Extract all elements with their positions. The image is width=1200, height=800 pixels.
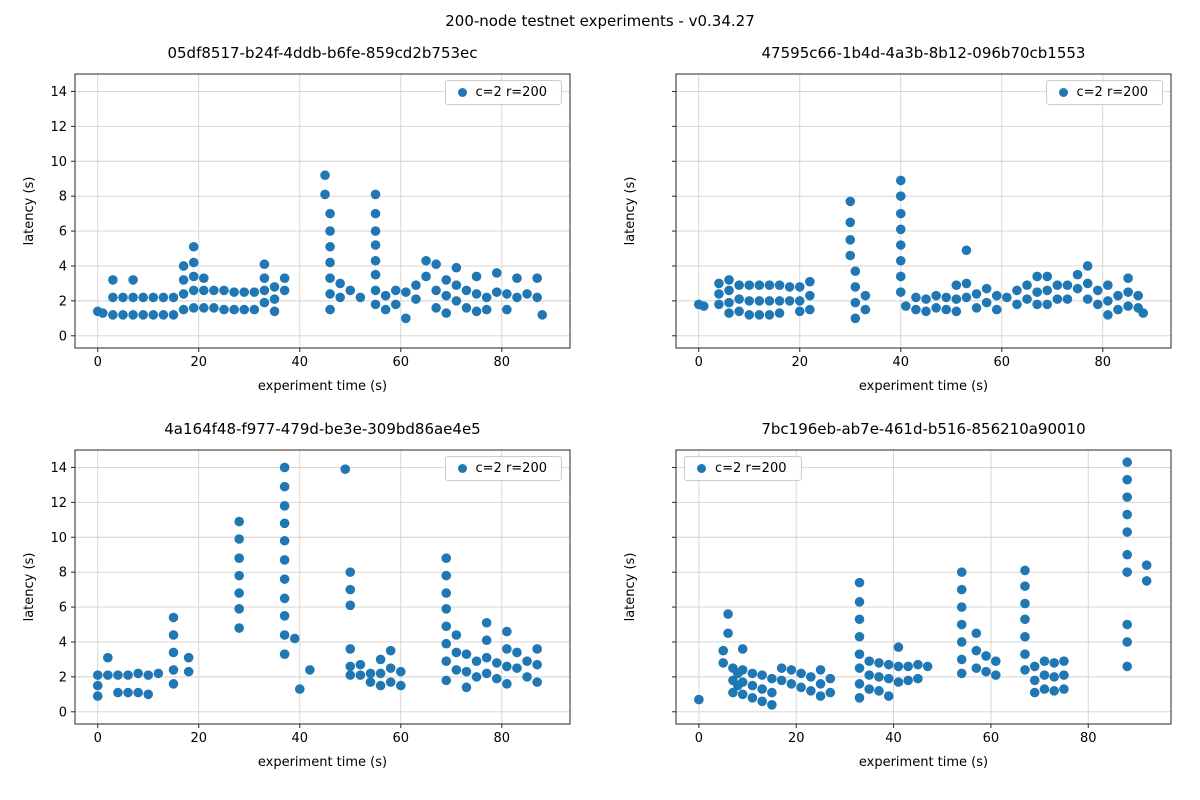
svg-text:40: 40 xyxy=(892,355,909,370)
svg-text:6: 6 xyxy=(59,601,67,616)
svg-text:60: 60 xyxy=(994,355,1011,370)
svg-text:80: 80 xyxy=(1095,355,1112,370)
subplot-title: 47595c66-1b4d-4a3b-8b12-096b70cb1553 xyxy=(761,44,1086,62)
svg-text:14: 14 xyxy=(50,461,67,476)
scatter-plot: 0 20 40 60 80 experiment time (s) latency (s) xyxy=(623,449,1172,770)
svg-text:60: 60 xyxy=(393,355,410,370)
legend: c=2 r=200 xyxy=(444,456,562,481)
svg-text:60: 60 xyxy=(983,731,1000,746)
svg-text:8: 8 xyxy=(59,190,67,205)
scatter-plot: 0 20 40 60 80 experiment time (s) latency (s) xyxy=(623,73,1172,394)
svg-text:experiment time (s): experiment time (s) xyxy=(258,755,387,770)
legend-marker-icon xyxy=(697,464,706,473)
legend-label: c=2 r=200 xyxy=(475,85,548,100)
svg-text:20: 20 xyxy=(190,355,207,370)
legend: c=2 r=200 xyxy=(684,456,802,481)
legend-label: c=2 r=200 xyxy=(475,461,548,476)
plot-area: 0 20 40 60 80 0 2 4 6 8 10 12 14 experiment time (s) l… xyxy=(17,66,582,396)
svg-text:2: 2 xyxy=(59,670,67,685)
legend-label: c=2 r=200 xyxy=(1076,85,1149,100)
svg-text:12: 12 xyxy=(50,120,67,135)
svg-text:latency (s): latency (s) xyxy=(623,553,638,622)
svg-text:80: 80 xyxy=(494,731,511,746)
svg-text:40: 40 xyxy=(291,731,308,746)
subplot-top-left: 05df8517-b24f-4ddb-b6fe-859cd2b753ec 0 20… xyxy=(17,40,582,396)
svg-text:0: 0 xyxy=(94,731,102,746)
subplot-grid: 05df8517-b24f-4ddb-b6fe-859cd2b753ec 0 20… xyxy=(17,40,1183,772)
svg-text:latency (s): latency (s) xyxy=(22,177,37,246)
plot-area: 0 20 40 60 80 experiment time (s) latency (s) … xyxy=(618,442,1183,772)
svg-text:80: 80 xyxy=(1080,731,1097,746)
svg-text:60: 60 xyxy=(393,731,410,746)
svg-text:10: 10 xyxy=(50,155,67,170)
subplot-top-right: 47595c66-1b4d-4a3b-8b12-096b70cb1553 0 20… xyxy=(618,40,1183,396)
svg-text:experiment time (s): experiment time (s) xyxy=(859,755,988,770)
svg-text:latency (s): latency (s) xyxy=(623,177,638,246)
legend-label: c=2 r=200 xyxy=(715,461,787,476)
svg-text:80: 80 xyxy=(494,355,511,370)
subplot-bottom-right: 7bc196eb-ab7e-461d-b516-856210a90010 0 20… xyxy=(618,416,1183,772)
svg-text:latency (s): latency (s) xyxy=(22,553,37,622)
svg-text:experiment time (s): experiment time (s) xyxy=(859,379,988,394)
subplot-title: 7bc196eb-ab7e-461d-b516-856210a90010 xyxy=(761,420,1086,438)
scatter-plot: 0 20 40 60 80 0 2 4 6 8 10 12 14 experiment time (s) l… xyxy=(22,449,571,770)
svg-text:4: 4 xyxy=(59,635,67,650)
svg-text:6: 6 xyxy=(59,225,67,240)
svg-text:14: 14 xyxy=(50,85,67,100)
figure-title: 200-node testnet experiments - v0.34.27 xyxy=(445,12,755,30)
svg-text:0: 0 xyxy=(59,705,67,720)
svg-text:0: 0 xyxy=(59,329,67,344)
legend: c=2 r=200 xyxy=(444,80,562,105)
svg-text:12: 12 xyxy=(50,496,67,511)
subplot-bottom-left: 4a164f48-f977-479d-be3e-309bd86ae4e5 0 20… xyxy=(17,416,582,772)
svg-text:20: 20 xyxy=(190,731,207,746)
subplot-title: 4a164f48-f977-479d-be3e-309bd86ae4e5 xyxy=(164,420,481,438)
scatter-plot: 0 20 40 60 80 0 2 4 6 8 10 12 14 experiment time (s) l… xyxy=(22,73,571,394)
svg-text:2: 2 xyxy=(59,294,67,309)
svg-text:10: 10 xyxy=(50,531,67,546)
svg-text:0: 0 xyxy=(695,355,703,370)
svg-text:8: 8 xyxy=(59,566,67,581)
subplot-title: 05df8517-b24f-4ddb-b6fe-859cd2b753ec xyxy=(167,44,478,62)
legend-marker-icon xyxy=(457,88,467,97)
legend-marker-icon xyxy=(1058,88,1068,97)
plot-area: 0 20 40 60 80 experiment time (s) latency (s) … xyxy=(618,66,1183,396)
svg-text:20: 20 xyxy=(788,731,805,746)
svg-text:0: 0 xyxy=(94,355,102,370)
plot-area: 0 20 40 60 80 0 2 4 6 8 10 12 14 experiment time (s) l… xyxy=(17,442,582,772)
legend: c=2 r=200 xyxy=(1045,80,1163,105)
svg-text:0: 0 xyxy=(695,731,703,746)
svg-text:40: 40 xyxy=(291,355,308,370)
legend-marker-icon xyxy=(457,464,467,473)
svg-text:4: 4 xyxy=(59,259,67,274)
svg-text:experiment time (s): experiment time (s) xyxy=(258,379,387,394)
svg-text:20: 20 xyxy=(791,355,808,370)
svg-text:40: 40 xyxy=(885,731,902,746)
